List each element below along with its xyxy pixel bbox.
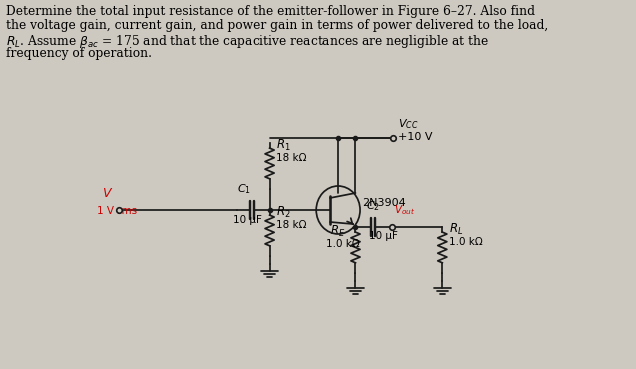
Text: $C_2$: $C_2$: [366, 199, 380, 213]
Text: 10 μF: 10 μF: [233, 215, 262, 225]
Text: +10 V: +10 V: [398, 132, 432, 142]
Text: 2N3904: 2N3904: [362, 198, 406, 208]
Text: 18 kΩ: 18 kΩ: [276, 220, 307, 230]
Text: $C_1$: $C_1$: [237, 182, 251, 196]
Text: the voltage gain, current gain, and power gain in terms of power delivered to th: the voltage gain, current gain, and powe…: [6, 19, 549, 32]
Text: $R_L$. Assume $\beta_{ac}$ = 175 and that the capacitive reactances are negligib: $R_L$. Assume $\beta_{ac}$ = 175 and tha…: [6, 33, 489, 50]
Text: $V_{out}$: $V_{out}$: [394, 203, 415, 217]
Text: Determine the total input resistance of the emitter-follower in Figure 6–27. Als: Determine the total input resistance of …: [6, 5, 536, 18]
Text: $R_E$: $R_E$: [330, 224, 345, 239]
Text: 1 V rms: 1 V rms: [97, 206, 137, 216]
Text: 1.0 kΩ: 1.0 kΩ: [449, 237, 483, 247]
Text: $V_{CC}$: $V_{CC}$: [398, 117, 418, 131]
Text: $R_L$: $R_L$: [449, 222, 463, 237]
Text: $V$: $V$: [102, 187, 114, 200]
Text: $R_1$: $R_1$: [276, 138, 291, 153]
Text: frequency of operation.: frequency of operation.: [6, 47, 153, 60]
Text: 10 μF: 10 μF: [370, 231, 398, 241]
Text: $R_2$: $R_2$: [276, 205, 291, 220]
Text: 1.0 kΩ: 1.0 kΩ: [326, 239, 360, 249]
Text: 18 kΩ: 18 kΩ: [276, 153, 307, 163]
